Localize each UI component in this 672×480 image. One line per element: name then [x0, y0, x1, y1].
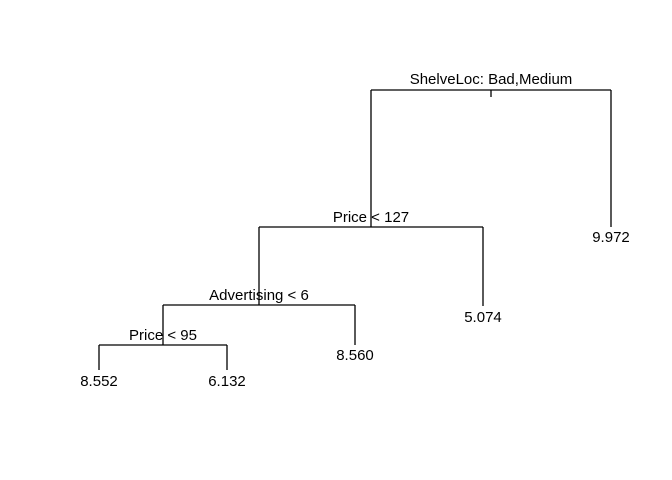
split-node-price-127: Price < 127 — [258, 209, 484, 306]
split-label-price-127: Price < 127 — [333, 209, 409, 226]
leaf-value-9972: 9.972 — [592, 229, 630, 246]
leaf-value-8552: 8.552 — [80, 373, 118, 390]
split-label-price-95: Price < 95 — [129, 327, 197, 344]
leaf-value-6132: 6.132 — [208, 373, 246, 390]
split-node-root: ShelveLoc: Bad,Medium — [370, 71, 612, 227]
split-label-root: ShelveLoc: Bad,Medium — [410, 71, 573, 88]
leaf-value-5074: 5.074 — [464, 309, 502, 326]
split-label-advertising-6: Advertising < 6 — [209, 287, 309, 304]
split-node-advertising-6: Advertising < 6 — [162, 287, 356, 345]
leaf-value-8560: 8.560 — [336, 347, 374, 364]
split-node-price-95: Price < 95 — [98, 327, 228, 370]
